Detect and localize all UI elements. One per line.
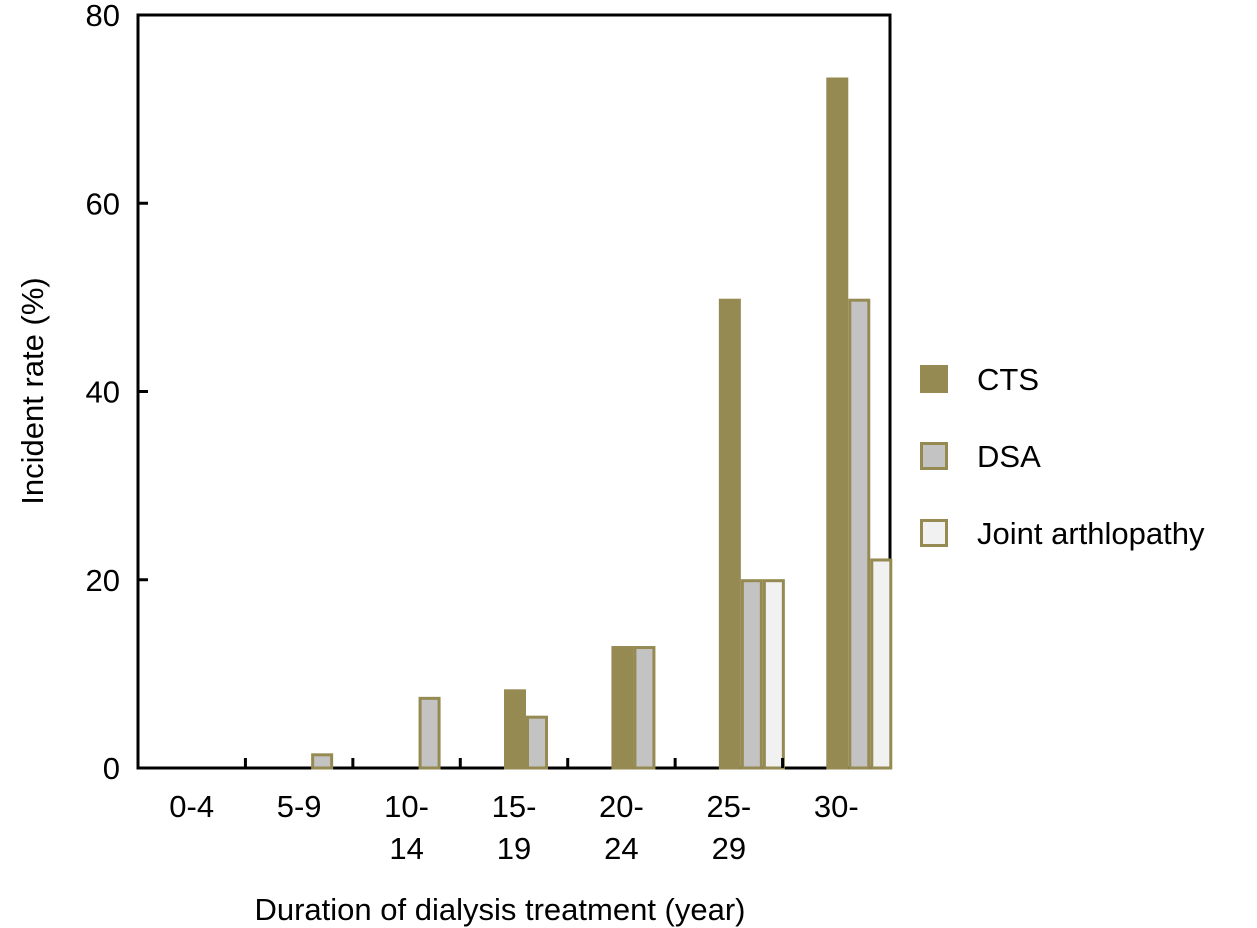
bar-dsa-6	[848, 298, 871, 770]
x-tick-label: 14	[389, 831, 423, 866]
bar-cts-6	[826, 77, 849, 770]
bar-dsa-4	[633, 646, 656, 770]
bar-dsa-3	[526, 715, 548, 770]
y-tick-label: 0	[103, 751, 120, 786]
y-tick-label: 20	[86, 563, 120, 598]
y-tick-label: 80	[86, 0, 120, 33]
x-axis-title: Duration of dialysis treatment (year)	[254, 892, 745, 927]
legend-swatch-joint-arthlopathy	[920, 519, 948, 547]
x-tick-label: 10-	[384, 789, 429, 824]
y-axis: 0 20 40 60 80	[86, 0, 148, 786]
bar-dsa-5	[740, 579, 763, 770]
legend-label: DSA	[977, 439, 1041, 474]
x-tick-label: 30-	[814, 789, 859, 824]
x-tick-label: 29	[712, 831, 746, 866]
y-axis-title: Incident rate (%)	[15, 277, 50, 504]
x-tick-label: 20-	[599, 789, 644, 824]
bar-joint-arthlopathy-5	[762, 579, 785, 770]
x-tick-label: 5-9	[277, 789, 322, 824]
bar-joint-arthlopathy-6	[870, 558, 893, 770]
legend-label: Joint arthlopathy	[977, 516, 1205, 551]
x-tick-label: 25-	[706, 789, 751, 824]
x-tick-label: 0-4	[169, 789, 214, 824]
y-tick-label: 40	[86, 375, 120, 410]
bar-cts-5	[718, 298, 741, 770]
legend: CTS DSA Joint arthlopathy	[920, 362, 1205, 551]
bar-dsa-1	[311, 753, 334, 770]
x-tick-label: 24	[604, 831, 638, 866]
legend-swatch-cts	[920, 365, 948, 393]
bars-layer	[311, 77, 893, 770]
bar-cts-3	[504, 689, 526, 770]
legend-label: CTS	[977, 362, 1039, 397]
y-tick-label: 60	[86, 186, 120, 221]
legend-swatch-dsa	[920, 442, 948, 470]
x-tick-label: 15-	[492, 789, 537, 824]
bar-dsa-2	[418, 696, 441, 770]
bar-cts-4	[611, 646, 634, 770]
x-tick-label: 19	[497, 831, 531, 866]
x-axis: 0-4 5-9 10- 14 15- 19 20- 24 25- 29 30-	[169, 758, 859, 866]
